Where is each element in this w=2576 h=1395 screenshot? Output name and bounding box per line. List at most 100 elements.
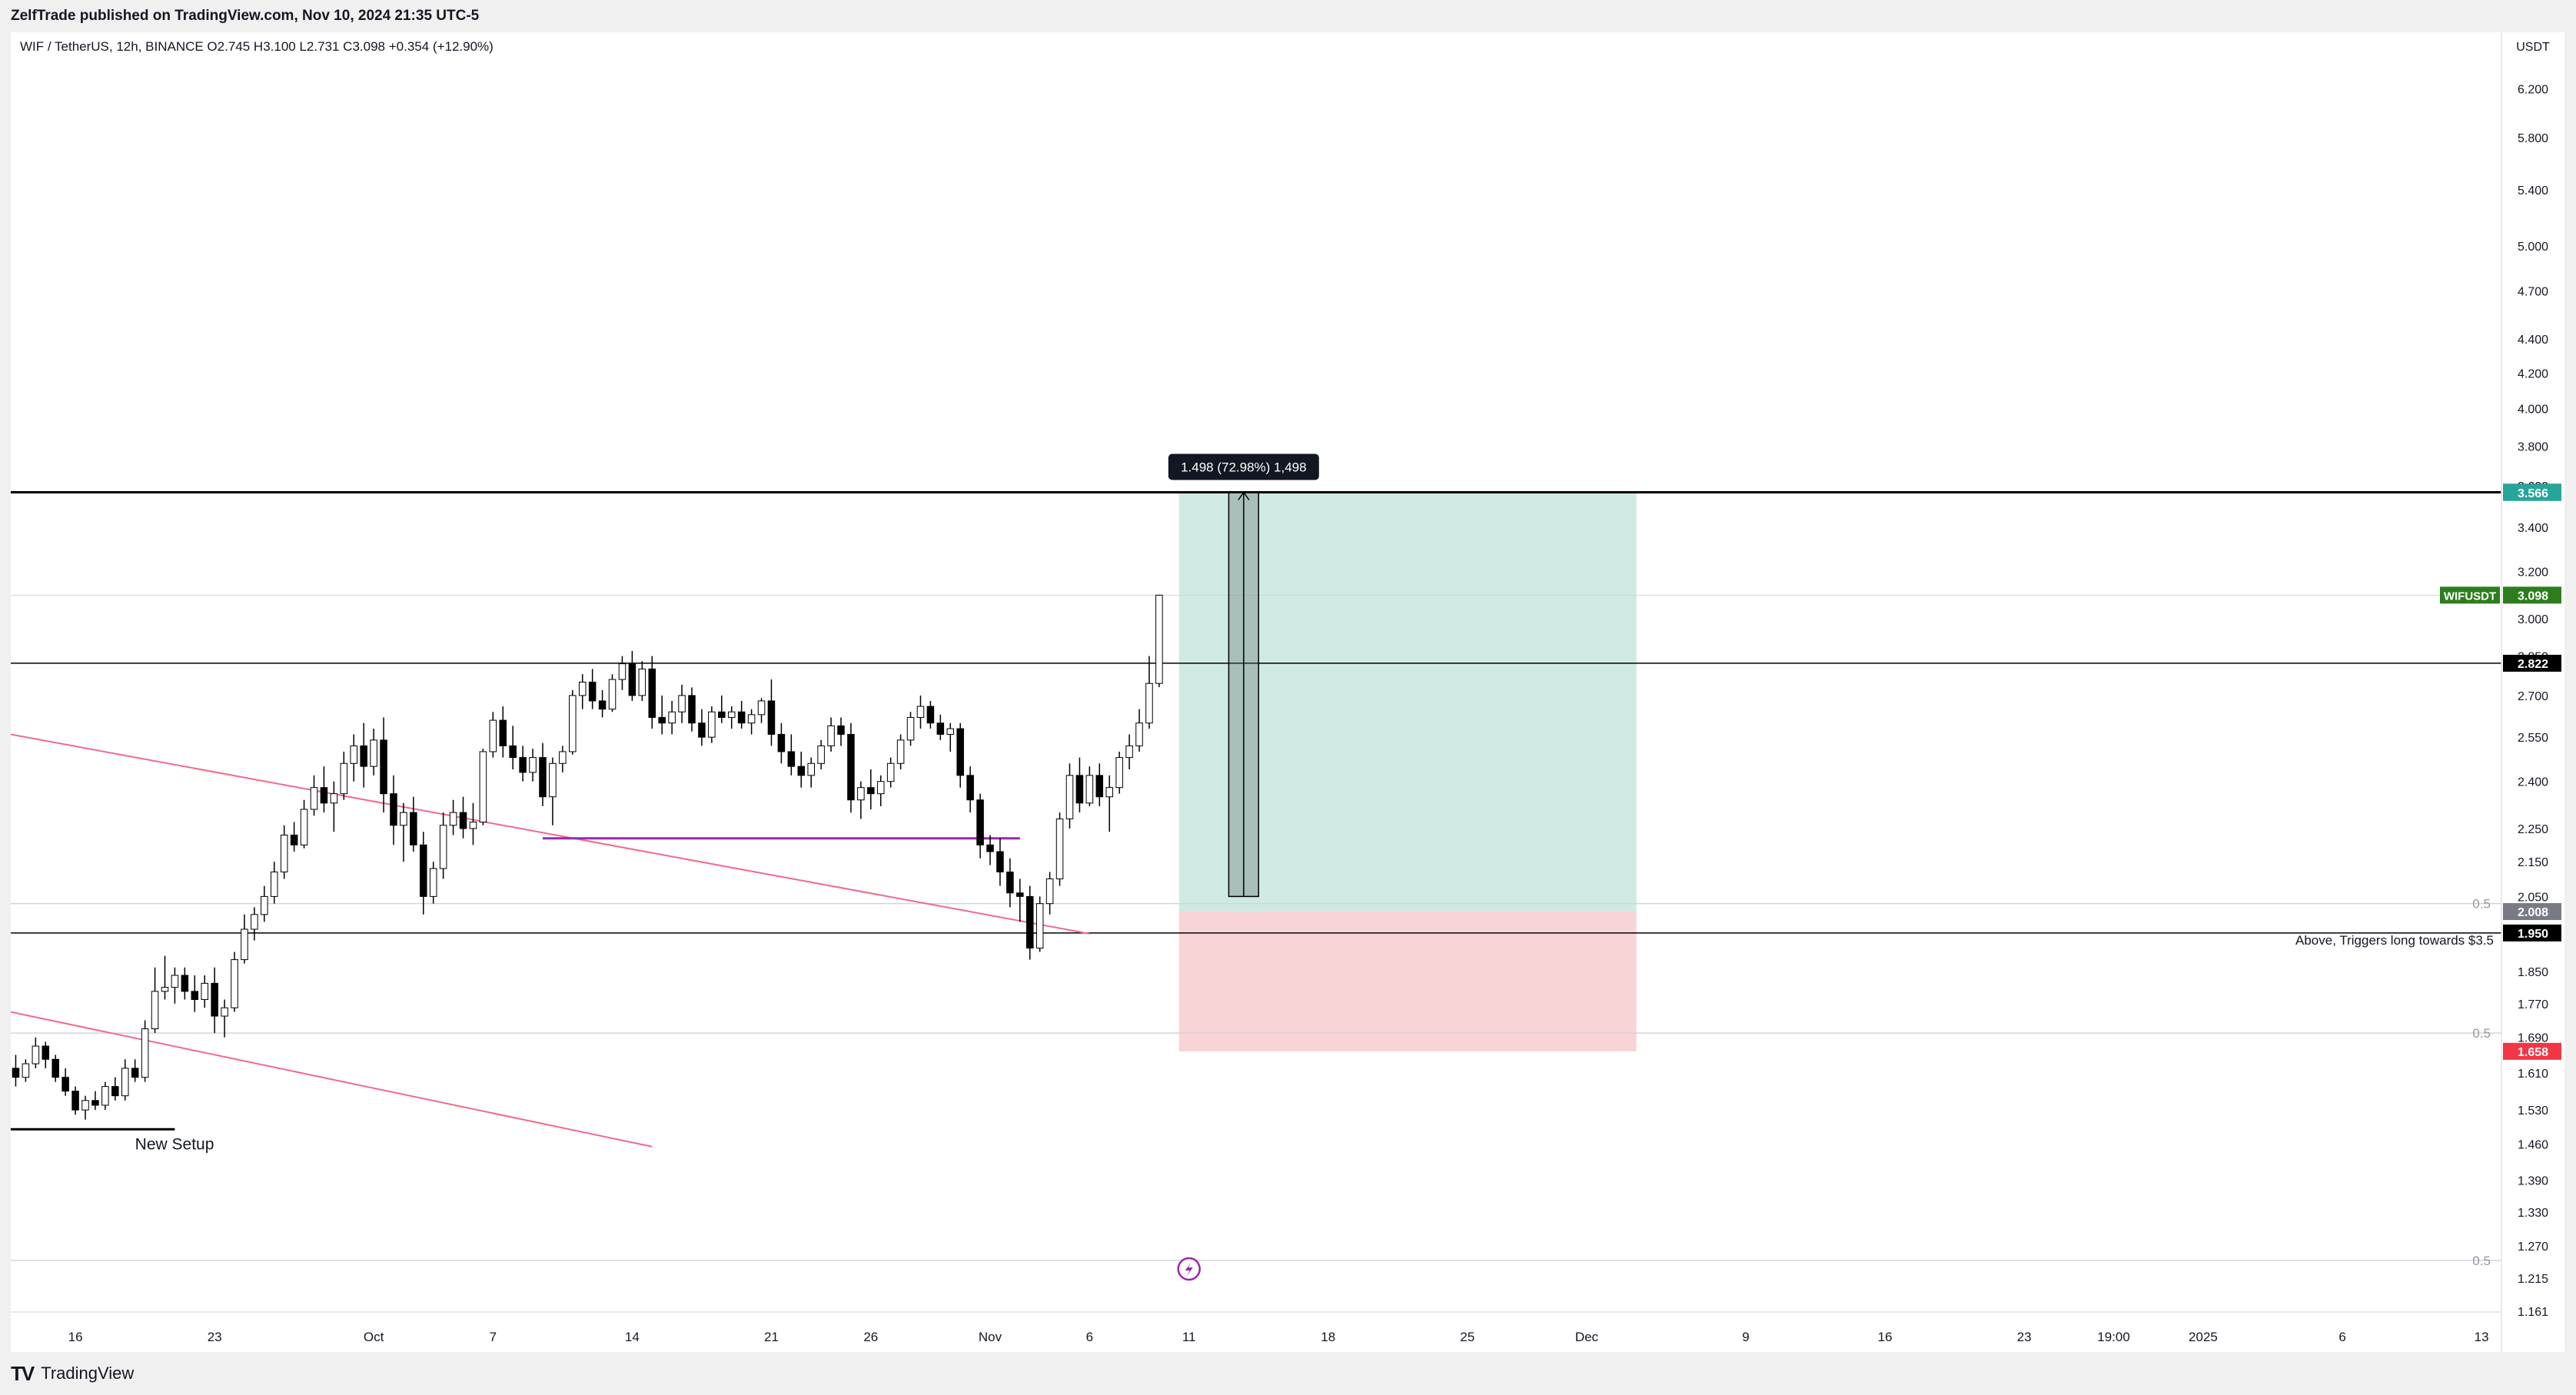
candle: [797, 751, 806, 788]
candle: [22, 1059, 30, 1082]
axis-price-label-bg: [2503, 586, 2561, 604]
candle-body: [261, 895, 268, 915]
x-tick-label: 11: [1182, 1330, 1196, 1344]
candle-body: [867, 787, 875, 795]
candle: [1155, 594, 1163, 688]
candle: [241, 914, 248, 964]
tradingview-logo[interactable]: TV TradingView: [11, 1362, 134, 1386]
candle: [201, 975, 208, 1008]
candle-body: [956, 728, 964, 776]
candle-body: [111, 1086, 119, 1097]
candle-body: [708, 711, 716, 738]
y-tick-label: 3.800: [2518, 440, 2548, 453]
axis-price-label-text: 3.098: [2518, 590, 2548, 603]
axis-price-label: 2.008: [2503, 903, 2561, 921]
candle-body: [668, 711, 676, 724]
candle: [648, 656, 656, 729]
candle-body: [141, 1028, 149, 1078]
price-chart[interactable]: 0.5 0.5 0.5 1.498 (72.98%) 1,498 New Setup Ab…: [11, 32, 2564, 1352]
candle: [449, 799, 457, 835]
candle-body: [171, 975, 179, 988]
candle: [270, 862, 278, 904]
candle-body: [996, 851, 1004, 872]
y-tick-label: 3.000: [2518, 613, 2548, 626]
candle-body: [559, 751, 567, 764]
price-line-label-bg: [2503, 924, 2561, 942]
candle-body: [648, 668, 656, 718]
candle: [330, 781, 338, 832]
candle-body: [727, 711, 736, 718]
x-tick-label: 6: [1086, 1330, 1093, 1344]
candle-body: [1006, 871, 1014, 894]
candle-body: [718, 711, 726, 718]
candle-body: [658, 716, 666, 724]
candle: [956, 722, 964, 788]
candle-body: [101, 1086, 109, 1106]
candle: [1006, 858, 1014, 908]
candle-body: [499, 719, 507, 746]
candle-body: [618, 663, 627, 680]
candle-body: [479, 751, 487, 823]
candle-body: [926, 706, 935, 724]
candle: [847, 722, 855, 813]
candle: [1135, 709, 1143, 752]
y-tick-label: 3.400: [2518, 522, 2548, 535]
candle-body: [231, 959, 238, 1008]
candle-body: [211, 982, 218, 1017]
measure-arrow-head: [1238, 491, 1250, 500]
candle: [251, 907, 258, 941]
candle-body: [638, 668, 646, 696]
candle: [757, 698, 766, 723]
tradingview-logo-icon: TV: [11, 1361, 35, 1385]
candle-body: [201, 982, 208, 1000]
candle-body: [906, 716, 915, 741]
symbol-label-text: WIFUSDT: [2444, 590, 2496, 603]
candle: [867, 769, 875, 810]
candle-body: [32, 1045, 40, 1065]
candle: [807, 757, 815, 788]
candle: [1016, 879, 1024, 922]
candle-body: [747, 714, 756, 724]
candle: [380, 717, 387, 813]
y-tick-label: 1.215: [2518, 1273, 2548, 1286]
candle: [191, 975, 199, 1012]
y-tick-label: 1.161: [2518, 1306, 2548, 1319]
candle: [1055, 812, 1064, 886]
candle-body: [360, 745, 367, 767]
candle: [678, 684, 686, 723]
candle-body: [678, 695, 686, 712]
y-tick-label: 2.050: [2518, 891, 2548, 904]
candle-body: [549, 762, 557, 798]
candle: [1025, 885, 1034, 960]
trigger-annotation: Above, Triggers long towards $3.5: [2295, 933, 2494, 948]
new-setup-annotation: New Setup: [135, 1135, 214, 1153]
candle-body: [290, 834, 298, 845]
candle: [747, 709, 756, 735]
y-tick-label: 4.400: [2518, 334, 2548, 347]
candle: [340, 751, 348, 800]
candle-body: [976, 799, 984, 845]
axis-price-label-text: 3.566: [2518, 487, 2548, 500]
x-tick-label: 7: [490, 1330, 497, 1344]
candle-body: [966, 775, 974, 801]
candle: [559, 746, 567, 772]
candle: [857, 781, 865, 819]
trendline: [11, 1011, 653, 1148]
y-tick-label: 4.000: [2518, 404, 2548, 417]
measure-label-bg: [1168, 453, 1319, 480]
y-tick-label: 2.400: [2518, 776, 2548, 789]
stop-zone: [1178, 912, 1637, 1051]
candle: [966, 766, 974, 813]
y-tick-label: 5.800: [2518, 132, 2548, 145]
candle: [280, 825, 288, 879]
chart-area[interactable]: 0.5 0.5 0.5 1.498 (72.98%) 1,498 New Setup Ab…: [11, 32, 2564, 1352]
x-tick-label: 16: [1878, 1330, 1893, 1344]
candle-body: [459, 812, 467, 829]
candle-body: [489, 719, 497, 752]
y-tick-label: 2.150: [2518, 856, 2548, 869]
candle-body: [1095, 775, 1104, 798]
candle: [52, 1055, 59, 1082]
candle: [231, 952, 238, 1012]
symbol-label-bg: [2440, 586, 2500, 604]
candle: [1065, 763, 1074, 829]
